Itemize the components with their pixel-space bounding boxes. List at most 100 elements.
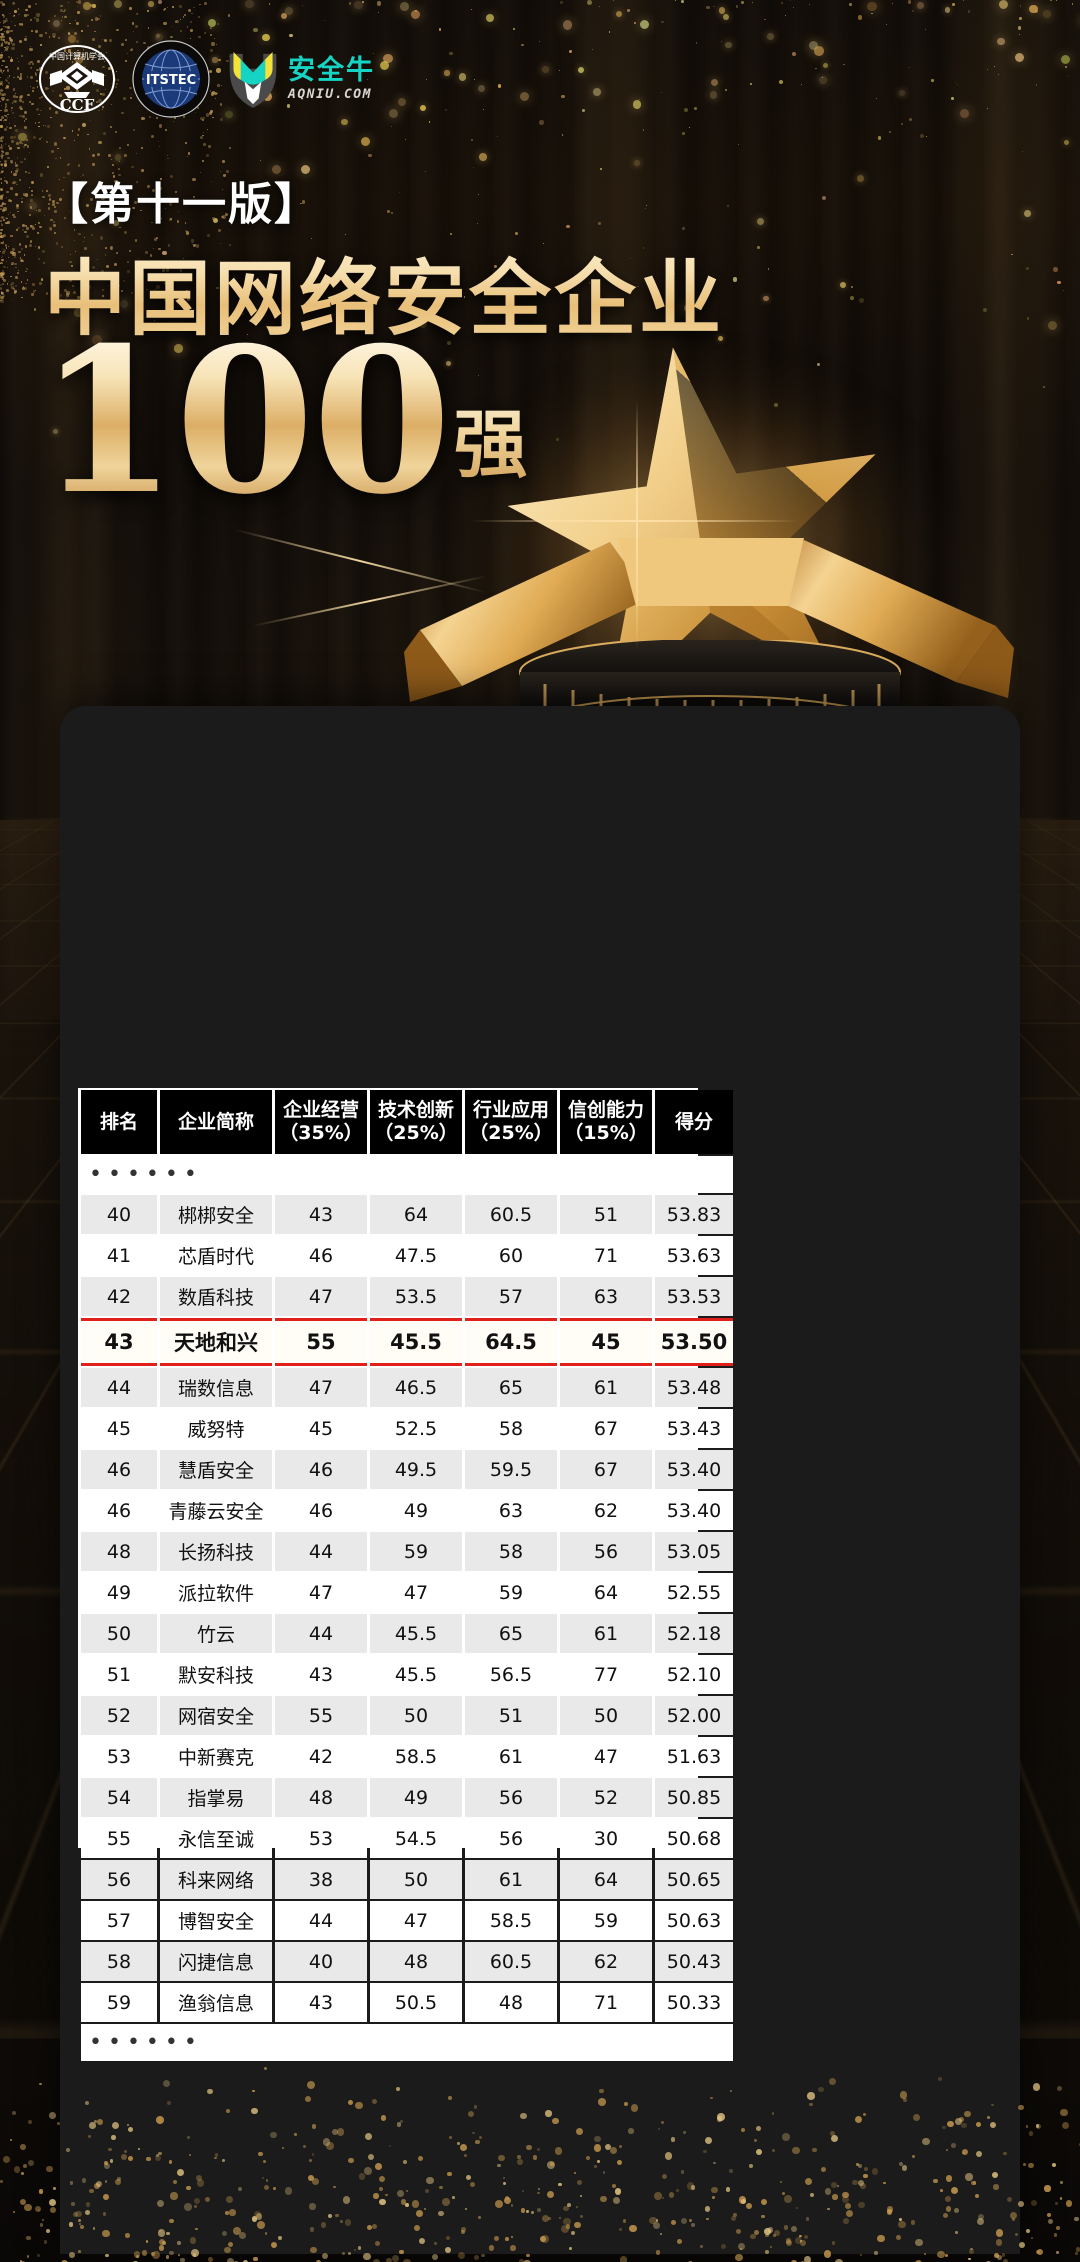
dust-particle [34,73,38,77]
dust-particle [850,286,853,289]
dust-particle [24,143,27,147]
dust-particle [0,256,3,259]
col-header-company[interactable]: 企业简称 [160,1090,272,1155]
table-row[interactable]: 41 芯盾时代 46 47.5 60 71 53.63 [81,1236,733,1276]
table-row[interactable]: 58 闪捷信息 40 48 60.5 62 50.43 [81,1942,733,1982]
dust-particle [35,122,37,124]
confetti-dot [1074,2216,1079,2221]
dust-particle [0,287,3,290]
dust-particle [38,281,42,285]
col-header-operations-weight: （35%） [279,1122,363,1145]
table-row[interactable]: 43 天地和兴 55 45.5 64.5 45 53.50 [81,1318,733,1367]
dust-particle [150,135,154,139]
dust-particle [1,96,3,98]
dust-particle [26,145,29,148]
dust-particle [473,79,475,81]
table-row[interactable]: 48 长扬科技 44 59 58 56 53.05 [81,1532,733,1572]
dust-particle [877,135,882,140]
dust-particle [38,121,40,124]
table-row[interactable]: 46 慧盾安全 46 49.5 59.5 67 53.40 [81,1450,733,1490]
table-row[interactable]: 57 博智安全 44 47 58.5 59 50.63 [81,1901,733,1941]
dust-particle [13,290,17,294]
dust-particle [97,152,100,156]
cell-xinchuang: 77 [560,1655,652,1695]
dust-particle [449,51,453,56]
dust-particle [60,123,64,127]
dust-particle [0,51,2,53]
col-header-xinchuang[interactable]: 信创能力 （15%） [560,1090,652,1155]
dust-particle [180,29,182,32]
dust-particle [11,46,15,50]
table-row[interactable]: 53 中新赛克 42 58.5 61 47 51.63 [81,1737,733,1777]
cell-xinchuang: 64 [560,1573,652,1613]
dust-particle [2,93,5,97]
table-row[interactable]: 54 指掌易 48 49 56 52 50.85 [81,1778,733,1818]
dust-particle [140,146,143,149]
dust-particle [613,0,615,2]
col-header-industry[interactable]: 行业应用 （25%） [465,1090,557,1155]
confetti-dot [391,2254,400,2262]
cell-industry: 57 [465,1277,557,1317]
dust-particle [31,62,34,65]
table-row[interactable]: 44 瑞数信息 47 46.5 65 61 53.48 [81,1368,733,1408]
dust-particle [75,22,79,26]
dust-particle [200,135,203,139]
dust-particle [102,131,106,135]
dust-particle [15,203,20,207]
cell-industry: 56.5 [465,1655,557,1695]
dust-particle [709,91,718,99]
dust-particle [0,291,4,294]
dust-particle [89,119,92,121]
table-row[interactable]: 49 派拉软件 47 47 59 64 52.55 [81,1573,733,1613]
table-row[interactable]: 45 威努特 45 52.5 58 67 53.43 [81,1409,733,1449]
col-header-operations[interactable]: 企业经营 （35%） [275,1090,367,1155]
dust-particle [227,14,231,17]
dust-particle [917,2,925,10]
table-row[interactable]: 42 数盾科技 47 53.5 57 63 53.53 [81,1277,733,1317]
dust-particle [2,22,5,25]
col-header-rank[interactable]: 排名 [81,1090,157,1155]
dust-particle [0,88,4,93]
dust-particle [133,128,136,131]
table-row[interactable]: 51 默安科技 43 45.5 56.5 77 52.10 [81,1655,733,1695]
table-row[interactable]: 56 科来网络 38 50 61 64 50.65 [81,1860,733,1900]
dust-particle [12,14,15,18]
dust-particle [360,136,371,147]
confetti-dot [860,2253,863,2257]
dust-particle [0,81,3,84]
table-row[interactable]: 59 渔翁信息 43 50.5 48 71 50.33 [81,1983,733,2023]
table-row[interactable]: 40 梆梆安全 43 64 60.5 51 53.83 [81,1195,733,1235]
dust-particle [849,3,852,6]
table-row[interactable]: 55 永信至诚 53 54.5 56 30 50.68 [81,1819,733,1859]
dust-particle [206,128,209,130]
table-row[interactable]: 52 网宿安全 55 50 51 50 52.00 [81,1696,733,1736]
cell-industry: 60 [465,1236,557,1276]
dust-particle [57,147,59,150]
dust-particle [6,266,8,268]
confetti-dot [481,2253,485,2257]
dust-particle [182,16,185,18]
dust-particle [111,158,113,160]
confetti-dot [1032,2082,1041,2091]
dust-particle [1,247,4,250]
dust-particle [424,171,427,173]
dust-particle [201,160,204,162]
dust-particle [3,25,5,28]
dust-particle [12,248,16,252]
ellipsis-top: •••••• [81,1156,733,1194]
dust-particle [752,1,754,3]
dust-particle [0,124,4,128]
dust-particle [1063,139,1070,146]
table-row[interactable]: 46 青藤云安全 46 49 63 62 53.40 [81,1491,733,1531]
dust-particle [26,13,29,16]
dust-particle [4,128,7,131]
dust-particle [26,279,28,281]
col-header-company-label: 企业简称 [177,1110,254,1133]
table-row[interactable]: 50 竹云 44 45.5 65 61 52.18 [81,1614,733,1654]
col-header-score[interactable]: 得分 [655,1090,733,1155]
col-header-technology[interactable]: 技术创新 （25%） [370,1090,462,1155]
dust-particle [592,48,594,50]
dust-particle [0,232,3,235]
dust-particle [20,95,24,98]
dust-particle [0,299,2,302]
